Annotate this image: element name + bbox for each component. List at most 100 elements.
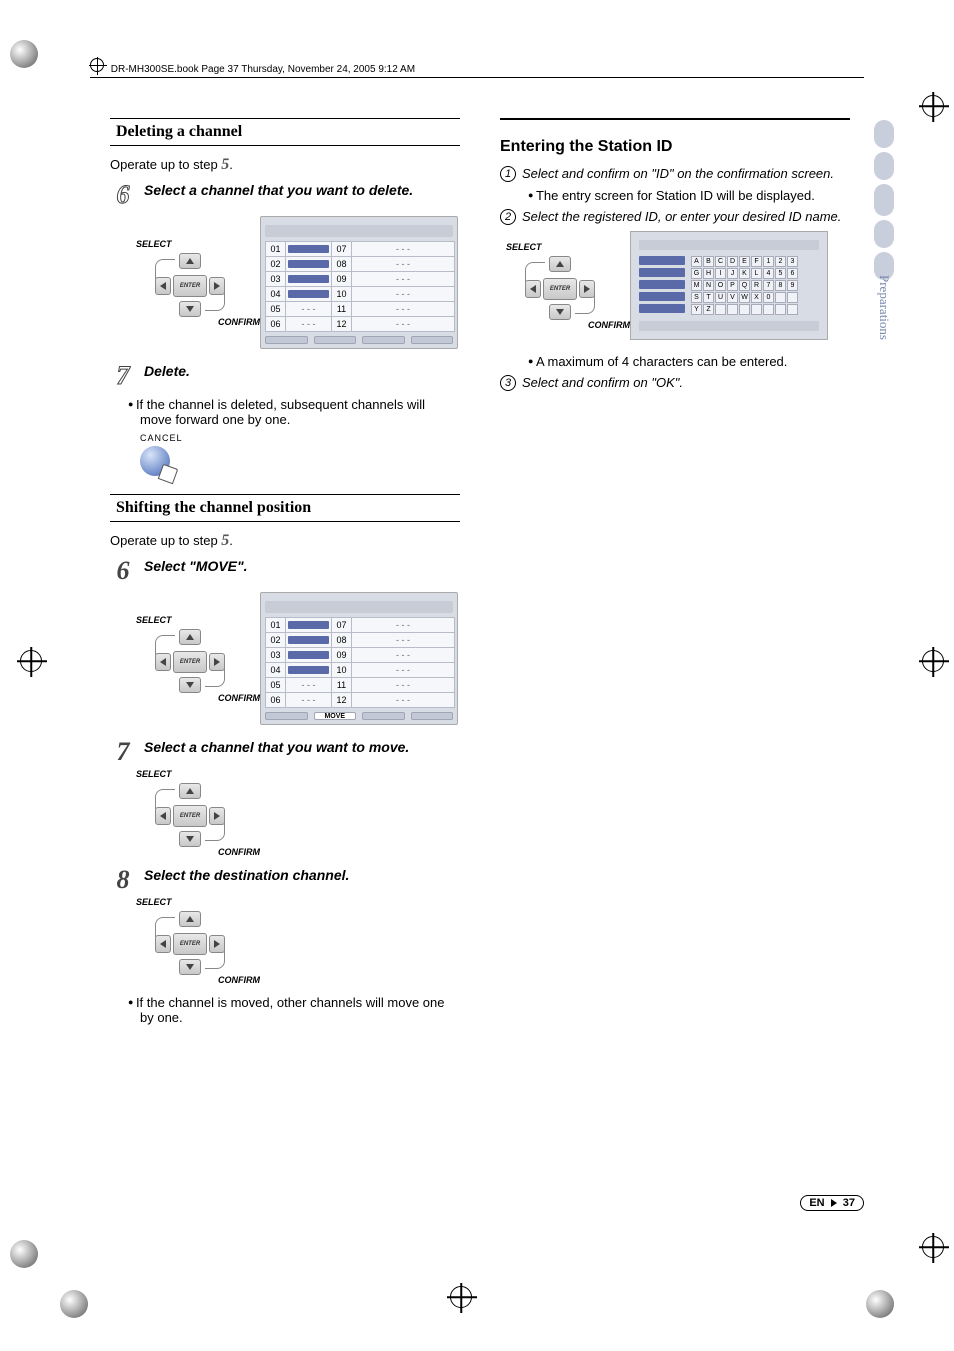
- side-tabs: [874, 120, 894, 280]
- crop-mark: [20, 650, 42, 675]
- remote-diagram: SELECT ENTER CONFIRM: [140, 243, 240, 323]
- operate-prefix: Operate up to step: [110, 157, 221, 172]
- keyboard-key: Q: [739, 280, 750, 291]
- dpad-enter-button: ENTER: [173, 651, 207, 673]
- crop-mark: [10, 40, 38, 71]
- move-footer-label: MOVE: [314, 712, 357, 720]
- keyboard-key: H: [703, 268, 714, 279]
- keyboard-key: Z: [703, 304, 714, 315]
- keyboard-key: L: [751, 268, 762, 279]
- remote-diagram: SELECT ENTER CONFIRM: [140, 773, 240, 853]
- side-label: Preparations: [876, 275, 892, 340]
- step-6-text: Select a channel that you want to delete…: [144, 182, 460, 198]
- keyboard-key: [763, 304, 774, 315]
- keyboard-key: M: [691, 280, 702, 291]
- step-7b-text: Select a channel that you want to move.: [144, 739, 460, 755]
- keyboard-key: 7: [763, 280, 774, 291]
- keyboard-key: J: [727, 268, 738, 279]
- keyboard-key: U: [715, 292, 726, 303]
- remote-diagram: SELECT ENTER CONFIRM: [140, 619, 240, 699]
- select-label: SELECT: [136, 769, 172, 779]
- keyboard-key: [727, 304, 738, 315]
- keyboard-key: C: [715, 256, 726, 267]
- select-label: SELECT: [136, 239, 172, 249]
- channel-screen-move: 0107- - -0208- - -0309- - -0410- - -05- …: [260, 592, 458, 725]
- dpad-left-icon: [155, 277, 171, 295]
- keyboard-key: [715, 304, 726, 315]
- confirm-label: CONFIRM: [218, 317, 260, 327]
- step-number-6: 6: [110, 182, 136, 208]
- dpad-down-icon: [179, 677, 201, 693]
- confirm-label: CONFIRM: [218, 975, 260, 985]
- section-title-delete: Deleting a channel: [110, 118, 460, 146]
- crop-mark: [922, 95, 944, 120]
- operate-prefix-2: Operate up to step: [110, 533, 221, 548]
- substep-2-bullet: A maximum of 4 characters can be entered…: [528, 354, 850, 369]
- step-number-7: 7: [110, 363, 136, 389]
- page-lang: EN: [809, 1197, 824, 1209]
- step-7-text: Delete.: [144, 363, 460, 379]
- step-8-text: Select the destination channel.: [144, 867, 460, 883]
- step-8-bullet: If the channel is moved, other channels …: [110, 995, 460, 1025]
- dpad-down-icon: [179, 959, 201, 975]
- dpad-enter-button: ENTER: [173, 275, 207, 297]
- operate-text-2: Operate up to step 5.: [110, 532, 460, 550]
- dpad-up-icon: [549, 256, 571, 272]
- side-tab-active: [874, 184, 894, 216]
- side-tab: [874, 152, 894, 180]
- keyboard-key: [751, 304, 762, 315]
- crop-mark: [60, 1290, 88, 1321]
- select-label: SELECT: [506, 242, 542, 252]
- dpad-enter-button: ENTER: [173, 933, 207, 955]
- substep-1-text: Select and confirm on "ID" on the confir…: [522, 166, 834, 181]
- side-tab: [874, 120, 894, 148]
- keyboard-key: P: [727, 280, 738, 291]
- operate-suffix: .: [229, 157, 233, 172]
- keyboard-key: Y: [691, 304, 702, 315]
- substep-1-num: 1: [500, 166, 516, 182]
- keyboard-key: 0: [763, 292, 774, 303]
- dpad-up-icon: [179, 629, 201, 645]
- section-title-shift: Shifting the channel position: [110, 494, 460, 522]
- header-text: DR-MH300SE.book Page 37 Thursday, Novemb…: [111, 64, 415, 75]
- step-number-6b: 6: [110, 558, 136, 584]
- dpad-enter-button: ENTER: [543, 278, 577, 300]
- operate-text: Operate up to step 5.: [110, 156, 460, 174]
- keyboard-key: [787, 304, 798, 315]
- crop-mark: [450, 1286, 472, 1311]
- substep-3-text: Select and confirm on "OK".: [522, 375, 683, 390]
- cancel-diagram: CANCEL: [140, 433, 460, 476]
- substep-2-num: 2: [500, 209, 516, 225]
- dpad-left-icon: [155, 935, 171, 953]
- dpad-left-icon: [525, 280, 541, 298]
- station-id-screen: ABCDEF123GHIJKL456MNOPQR789STUVWX0YZ: [630, 231, 828, 340]
- keyboard-key: 3: [787, 256, 798, 267]
- dpad-left-icon: [155, 653, 171, 671]
- confirm-label: CONFIRM: [588, 320, 630, 330]
- keyboard-key: A: [691, 256, 702, 267]
- select-label: SELECT: [136, 897, 172, 907]
- substep-3-num: 3: [500, 375, 516, 391]
- keyboard-key: 1: [763, 256, 774, 267]
- substep-2-text: Select the registered ID, or enter your …: [522, 209, 841, 224]
- keyboard-key: K: [739, 268, 750, 279]
- cancel-label: CANCEL: [140, 433, 460, 443]
- dpad-up-icon: [179, 783, 201, 799]
- dpad-down-icon: [179, 831, 201, 847]
- keyboard-key: T: [703, 292, 714, 303]
- keyboard-key: N: [703, 280, 714, 291]
- remote-diagram: SELECT ENTER CONFIRM: [140, 901, 240, 981]
- header-icon: [90, 58, 104, 72]
- triangle-icon: [831, 1199, 837, 1207]
- keyboard-key: V: [727, 292, 738, 303]
- step-number-7b: 7: [110, 739, 136, 765]
- channel-screen: 0107- - -0208- - -0309- - -0410- - -05- …: [260, 216, 458, 349]
- keyboard-key: 9: [787, 280, 798, 291]
- keyboard-key: G: [691, 268, 702, 279]
- keyboard-key: I: [715, 268, 726, 279]
- confirm-label: CONFIRM: [218, 847, 260, 857]
- keyboard-key: W: [739, 292, 750, 303]
- keyboard-key: 2: [775, 256, 786, 267]
- crop-mark: [922, 650, 944, 675]
- side-tab: [874, 220, 894, 248]
